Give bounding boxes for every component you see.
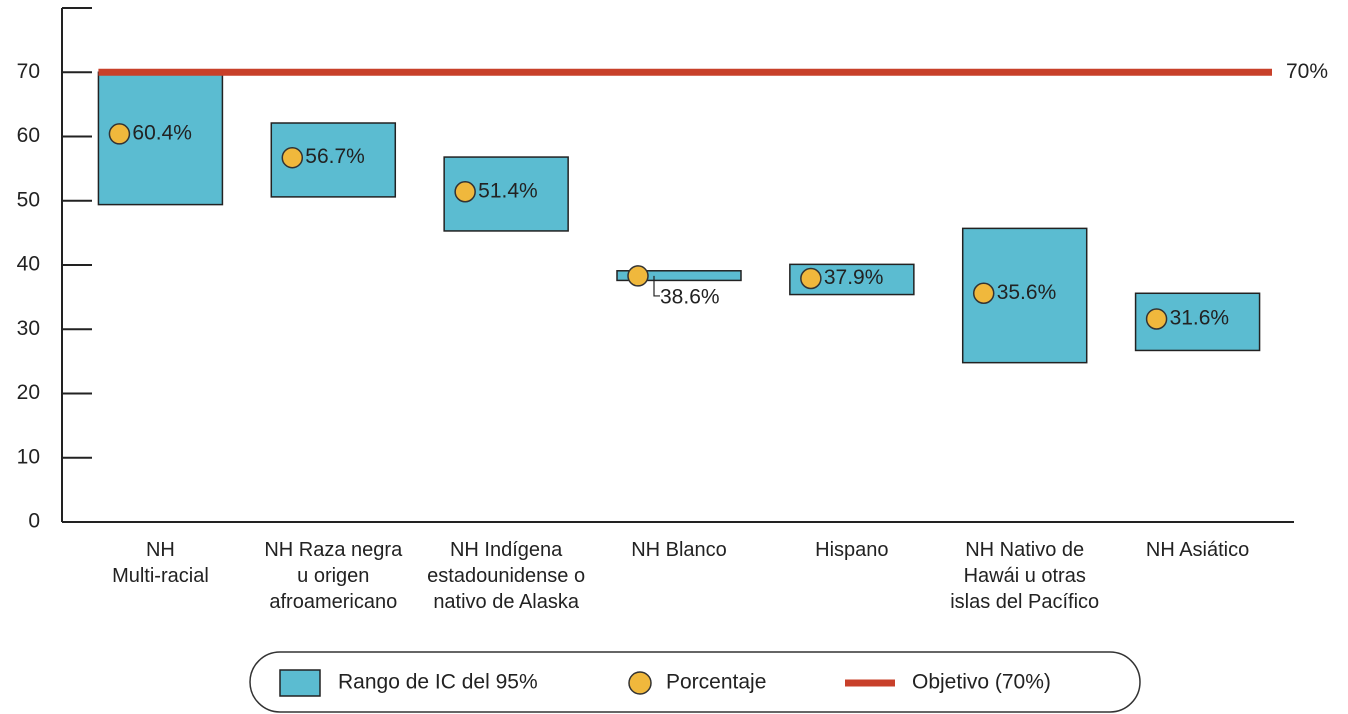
- target-label: 70%: [1286, 60, 1328, 83]
- legend-frame: [249, 651, 1141, 713]
- point: [800, 267, 822, 290]
- y-tick-label: 20: [17, 381, 40, 404]
- legend-label: Objetivo (70%): [912, 671, 1051, 694]
- point: [972, 282, 995, 305]
- y-tick-label: 40: [17, 253, 40, 276]
- legend-swatch: [628, 671, 652, 695]
- y-tick-label: 30: [17, 317, 40, 340]
- point: [281, 146, 304, 169]
- y-tick-label: 70: [17, 60, 40, 83]
- x-tick-label: NH Nativo de Hawái u otras islas del Pacíf…: [950, 539, 1099, 613]
- value-label: 31.6%: [1170, 307, 1230, 330]
- value-label: 60.4%: [132, 121, 192, 144]
- y-tick-label: 60: [17, 124, 40, 147]
- x-tick-label: NH Indígena estadounidense o nativo de Ala…: [427, 539, 585, 613]
- y-tick-label: 50: [17, 188, 40, 211]
- point: [108, 123, 131, 145]
- x-tick-label: NH Asiático: [1146, 539, 1249, 561]
- value-label: 51.4%: [478, 179, 538, 202]
- x-tick-label: Hispano: [815, 539, 888, 561]
- point: [1145, 308, 1168, 330]
- value-label: 35.6%: [997, 281, 1057, 304]
- ci-box: [616, 270, 742, 282]
- x-tick-label: NH Raza negra u origen afroamericano: [264, 539, 403, 613]
- point: [454, 181, 476, 203]
- point: [627, 265, 649, 287]
- value-label: 37.9%: [824, 266, 884, 289]
- legend-swatch: [279, 669, 321, 697]
- x-tick-label: NH Multi-racial: [112, 539, 209, 587]
- legend-label: Porcentaje: [666, 671, 766, 694]
- x-tick-label: NH Blanco: [631, 539, 727, 561]
- value-label: 56.7%: [305, 145, 365, 168]
- value-label: 38.6%: [660, 285, 720, 308]
- legend-label: Rango de IC del 95%: [338, 671, 538, 694]
- y-tick-label: 0: [28, 510, 40, 533]
- y-tick-label: 10: [17, 445, 40, 468]
- leader: [653, 275, 660, 297]
